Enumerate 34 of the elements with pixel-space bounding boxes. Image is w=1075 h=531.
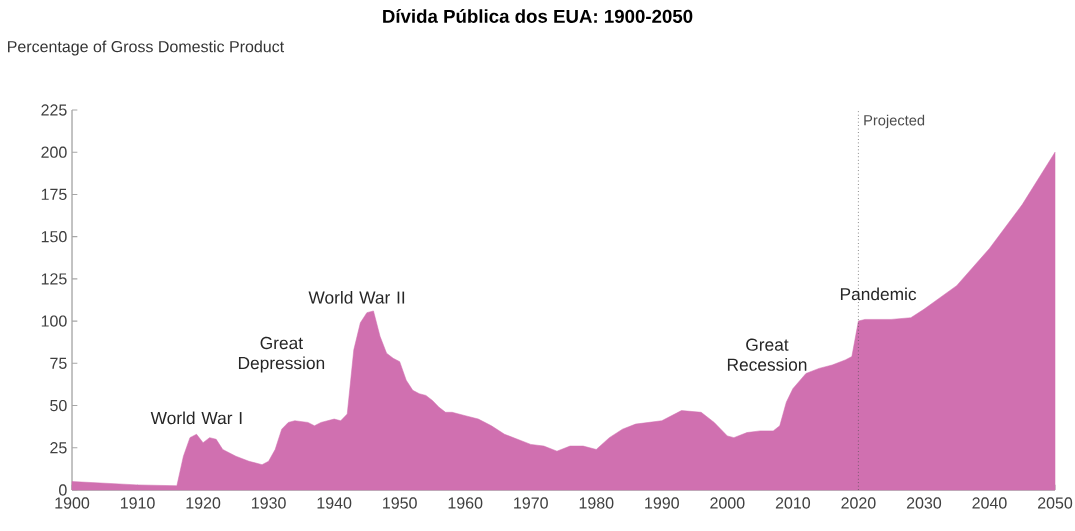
x-tick-label: 2040 xyxy=(972,497,1007,509)
x-tick-label: 2050 xyxy=(1038,497,1073,509)
x-tick-label: 1950 xyxy=(383,497,417,509)
x-tick-label: 1920 xyxy=(186,497,221,509)
y-tick-label: 50 xyxy=(50,399,67,412)
x-tick-label: 2030 xyxy=(906,497,942,509)
x-tick-label: 1960 xyxy=(448,497,483,509)
x-tick-label: 1900 xyxy=(55,497,90,509)
y-tick-label: 125 xyxy=(41,273,67,285)
y-tick-label: 200 xyxy=(41,146,67,158)
y-tick-label: 225 xyxy=(41,104,67,116)
y-tick-label: 75 xyxy=(50,357,67,369)
y-tick-label: 0 xyxy=(59,484,67,496)
x-tick-label: 2010 xyxy=(775,497,811,509)
chart-title: Dívida Pública dos EUA: 1900-2050 xyxy=(383,9,693,23)
annotation: Great Recession xyxy=(727,338,807,371)
annotation: Great Depression xyxy=(238,336,325,373)
x-tick-label: 1970 xyxy=(514,497,548,509)
x-tick-label: 1980 xyxy=(579,497,614,509)
annotation: World War I xyxy=(150,411,242,425)
y-tick-label: 175 xyxy=(41,188,67,201)
x-tick-label: 1990 xyxy=(645,497,679,509)
annotation: World War II xyxy=(308,290,405,304)
ref-line-label: Projected xyxy=(864,114,925,129)
x-tick-label: 1940 xyxy=(317,497,352,509)
x-tick-label: 1930 xyxy=(252,497,286,509)
y-axis-title: Percentage of Gross Domestic Product xyxy=(8,40,285,56)
y-tick-label: 100 xyxy=(41,315,67,327)
x-tick-label: 2020 xyxy=(841,497,876,509)
y-tick-label: 150 xyxy=(41,231,67,243)
annotation: Pandemic xyxy=(840,287,917,301)
x-tick-label: 2000 xyxy=(710,497,745,509)
x-tick-label: 1910 xyxy=(120,497,155,509)
y-tick-label: 25 xyxy=(50,442,67,454)
